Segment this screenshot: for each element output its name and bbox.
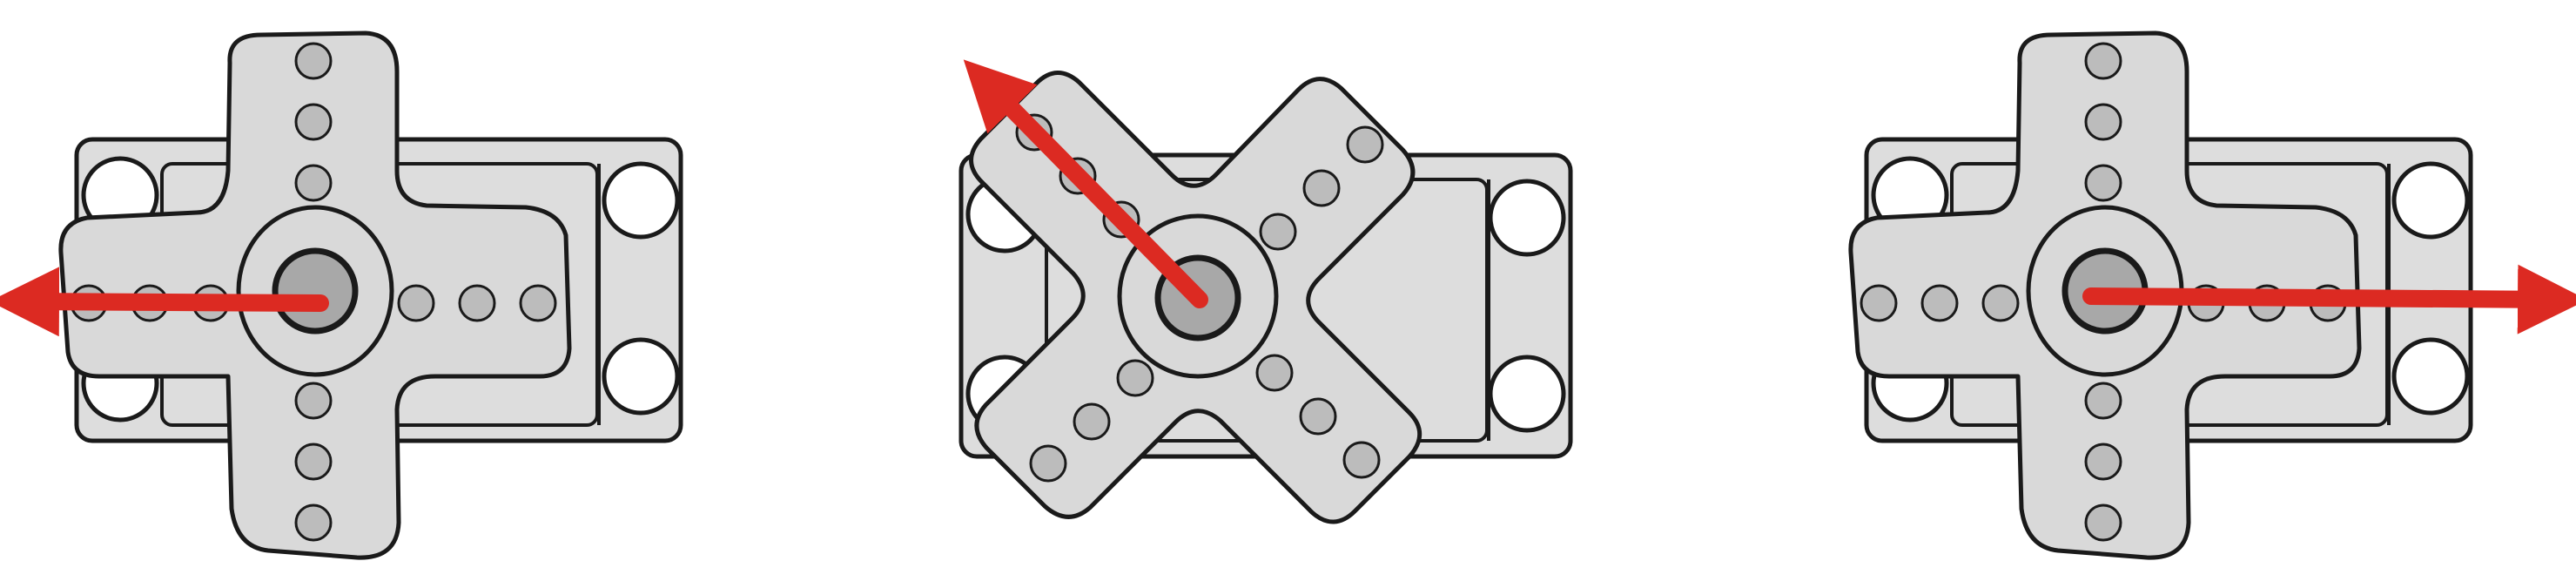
horn-hole <box>2084 443 2122 481</box>
horn-hole <box>1116 359 1154 397</box>
horn-hole <box>1346 125 1384 164</box>
mount-hole <box>602 161 680 240</box>
servo-left <box>0 30 683 560</box>
horn-hole <box>294 42 333 80</box>
horn-hole <box>458 284 496 322</box>
horn-hole <box>1073 402 1111 441</box>
horn-hole <box>294 164 333 202</box>
mount-hole <box>602 337 680 416</box>
horn-hole <box>2084 504 2122 542</box>
horn-holes <box>1015 113 1384 483</box>
servo-right <box>1848 30 2576 560</box>
horn-hole <box>1920 284 1959 322</box>
horn-hub <box>272 247 359 335</box>
mount-hole <box>2391 337 2470 416</box>
mount-hole <box>2391 161 2470 240</box>
horn-hole <box>2084 42 2122 80</box>
horn-hole <box>294 443 333 481</box>
horn-hole <box>2084 103 2122 141</box>
horn-hole <box>397 284 435 322</box>
horn-hole <box>1302 169 1341 207</box>
mount-hole <box>1488 179 1566 257</box>
direction-arrow-right <box>2082 264 2576 335</box>
horn-hole <box>294 504 333 542</box>
direction-arrow-left <box>0 267 329 337</box>
horn-hole <box>519 284 557 322</box>
horn-hole <box>2084 164 2122 202</box>
horn-hole <box>1342 441 1381 479</box>
horn-hole <box>1299 397 1337 436</box>
horn-hole <box>1259 213 1297 251</box>
horn-hole <box>1860 284 1898 322</box>
direction-arrow-up-left <box>963 59 1208 308</box>
mount-hole <box>1488 355 1566 433</box>
horn-hole <box>1029 444 1067 483</box>
horn-hole <box>1255 354 1294 392</box>
horn-hole <box>2084 382 2122 420</box>
horn-hole <box>1981 284 2020 322</box>
servo-middle <box>958 59 1573 524</box>
horn-hole <box>294 382 333 420</box>
horn-hole <box>294 103 333 141</box>
